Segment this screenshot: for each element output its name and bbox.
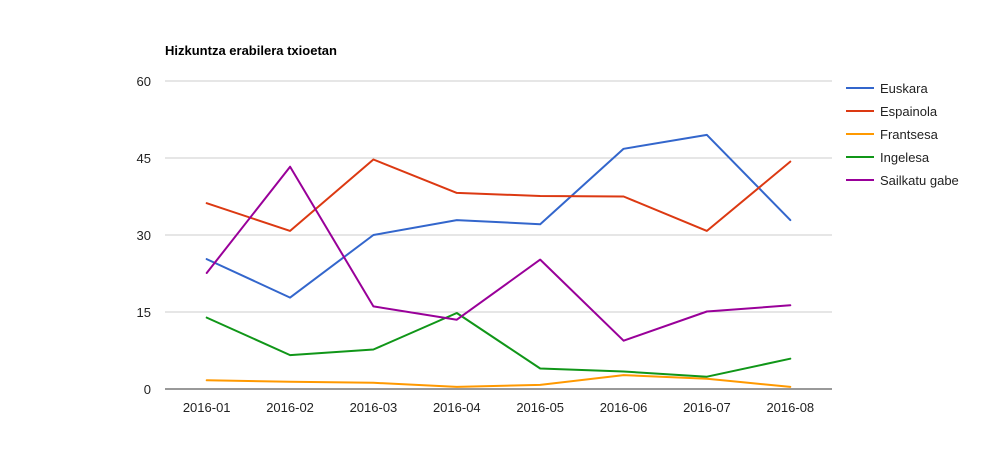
- x-tick-label: 2016-08: [766, 400, 814, 415]
- y-axis-ticks: 0 15 30 45 60: [137, 74, 151, 397]
- legend-item: Ingelesa: [846, 150, 930, 165]
- x-tick-label: 2016-04: [433, 400, 481, 415]
- series-line-euskara: [205, 133, 792, 299]
- series-line-espainola: [205, 158, 792, 232]
- x-tick-label: 2016-05: [516, 400, 564, 415]
- x-tick-label: 2016-02: [266, 400, 314, 415]
- legend: Euskara Espainola Frantsesa Ingelesa Sailkat…: [846, 81, 959, 188]
- chart-title: Hizkuntza erabilera txioetan: [165, 43, 337, 58]
- y-tick-label: 60: [137, 74, 151, 89]
- y-tick-label: 0: [144, 382, 151, 397]
- series-line-ingelesa: [205, 312, 792, 378]
- y-tick-label: 30: [137, 228, 151, 243]
- x-tick-label: 2016-01: [183, 400, 231, 415]
- y-tick-label: 45: [137, 151, 151, 166]
- x-tick-label: 2016-03: [350, 400, 398, 415]
- legend-item: Sailkatu gabe: [846, 173, 959, 188]
- y-tick-label: 15: [137, 305, 151, 320]
- legend-label: Frantsesa: [880, 127, 939, 142]
- legend-label: Espainola: [880, 104, 938, 119]
- legend-label: Euskara: [880, 81, 928, 96]
- x-tick-label: 2016-07: [683, 400, 731, 415]
- legend-label: Sailkatu gabe: [880, 173, 959, 188]
- gridlines: [165, 80, 832, 390]
- x-axis-ticks: 2016-01 2016-02 2016-03 2016-04 2016-05 2016-…: [183, 400, 814, 415]
- legend-item: Euskara: [846, 81, 928, 96]
- series-line-sailkatu-gabe: [205, 165, 792, 342]
- legend-item: Frantsesa: [846, 127, 939, 142]
- series-lines: [205, 133, 792, 388]
- x-tick-label: 2016-06: [600, 400, 648, 415]
- series-line-frantsesa: [205, 374, 792, 388]
- legend-label: Ingelesa: [880, 150, 930, 165]
- legend-item: Espainola: [846, 104, 938, 119]
